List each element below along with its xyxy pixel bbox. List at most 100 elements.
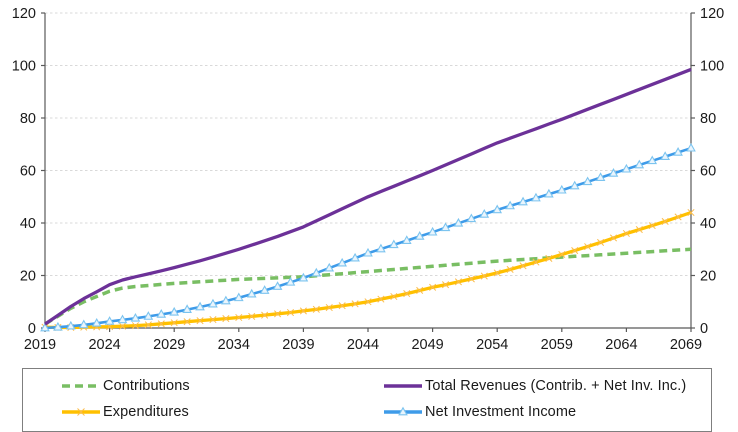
triangle-marker-net-investment-income [66,320,76,330]
x-tick-label: 2044 [347,337,379,353]
right-y-tick-label: 100 [700,59,724,75]
triangle-marker-net-investment-income [104,316,115,325]
x-marker-expenditures [441,281,450,289]
triangle-marker-net-investment-income [285,276,296,286]
x-marker-expenditures [648,222,656,230]
x-marker-expenditures [364,298,372,306]
left-y-tick-label: 0 [28,321,36,337]
triangle-marker-net-investment-income [595,172,606,181]
triangle-marker-net-investment-income [621,163,632,173]
triangle-marker-net-investment-income [298,272,309,282]
triangle-marker-net-investment-income [156,309,167,318]
x-marker-expenditures [157,320,165,328]
x-marker-expenditures [131,322,139,330]
triangle-marker-net-investment-income [91,317,102,327]
triangle-marker-net-investment-income [376,243,386,253]
triangle-marker-net-investment-income [363,247,373,257]
x-marker-expenditures [661,217,669,225]
legend-label-contributions: Contributions [103,378,190,394]
triangle-marker-net-investment-income [492,204,503,214]
x-marker-expenditures [144,321,152,329]
left-y-tick-label: 100 [12,59,36,75]
triangle-marker-net-investment-income [427,226,438,236]
x-tick-label: 2064 [605,337,637,353]
x-tick-label: 2039 [282,337,314,353]
triangle-marker-net-investment-income [40,322,50,332]
x-tick-label: 2059 [541,337,573,353]
triangle-marker-net-investment-income [130,312,141,322]
x-marker-expenditures [480,272,488,280]
net-investment-income-line-swatch [384,406,422,416]
x-marker-expenditures [609,234,618,242]
left-y-tick-label: 120 [12,6,36,22]
x-marker-expenditures [571,247,579,255]
triangle-marker-net-investment-income [143,311,154,320]
series-line-total-revenues-contrib-net-inv-inc [44,67,692,326]
legend-label-expenditures: Expenditures [103,404,189,420]
x-marker-expenditures [390,292,398,301]
triangle-marker-net-investment-income [259,285,270,294]
triangle-marker-net-investment-income [531,192,541,202]
x-marker-expenditures [635,226,643,234]
x-marker-expenditures [196,317,204,325]
x-marker-expenditures [493,269,501,277]
contributions-dashed-line-swatch [62,384,100,388]
triangle-marker-net-investment-income [647,155,658,165]
x-marker-expenditures [338,302,346,310]
triangle-marker-net-investment-income [246,288,257,298]
x-marker-expenditures [597,238,605,246]
x-marker-expenditures [248,312,256,321]
legend-label-net-investment-income: Net Investment Income [425,404,577,420]
x-marker-expenditures [429,283,437,291]
x-marker-expenditures [403,290,411,298]
triangle-marker-net-investment-income [686,142,696,152]
left-y-tick-label: 60 [20,164,36,180]
x-marker-expenditures [261,311,269,319]
x-marker-expenditures [183,318,191,326]
triangle-marker-net-investment-income [182,304,192,313]
x-marker-expenditures [170,319,178,327]
x-marker-expenditures [519,262,527,270]
left-y-tick-label: 40 [20,216,36,232]
x-tick-label: 2024 [88,337,120,353]
triangle-marker-net-investment-income [582,176,593,186]
x-tick-label: 2019 [24,337,56,353]
triangle-marker-net-investment-income [453,217,464,227]
triangle-marker-net-investment-income [414,231,425,240]
triangle-marker-net-investment-income [311,267,322,277]
x-marker-expenditures [312,305,320,313]
triangle-marker-net-investment-income [53,321,63,331]
triangle-marker-net-investment-income [169,306,180,316]
x-tick-label: 2049 [411,337,443,353]
x-marker-expenditures [351,300,359,308]
x-marker-expenditures [687,208,695,217]
triangle-marker-net-investment-income [505,200,515,210]
triangle-marker-net-investment-income [608,168,619,177]
triangle-marker-net-investment-income [117,314,128,324]
x-marker-expenditures [558,250,566,259]
line-chart-plot-area: 0 0 20 20 40 40 60 60 80 80 100 100 120 120 2019 2024 20… [12,6,724,353]
triangle-marker-net-investment-income [440,222,451,232]
x-marker-expenditures [532,258,540,266]
legend-label-total-revenues: Total Revenues (Contrib. + Net Inv. Inc.… [425,378,687,394]
total-revenues-line-swatch [384,384,422,388]
triangle-marker-net-investment-income [660,151,670,160]
series-line-contributions [44,247,692,326]
triangle-marker-net-investment-income [78,319,89,329]
x-marker-expenditures [622,229,630,238]
chart-legend: Contributions Expenditures Total Revenue… [22,368,712,432]
triangle-marker-net-investment-income [208,298,218,308]
x-marker-expenditures [286,308,295,317]
x-marker-expenditures [118,322,127,330]
x-tick-label: 2029 [153,337,185,353]
x-marker-expenditures [299,307,307,315]
triangle-marker-net-investment-income [324,262,335,272]
x-marker-expenditures [377,295,385,303]
x-marker-expenditures [416,286,424,295]
x-marker-expenditures [209,316,217,324]
triangle-marker-net-investment-income [233,292,244,302]
right-y-tick-label: 40 [700,216,716,232]
x-marker-expenditures [545,254,553,262]
expenditures-line-swatch [62,408,100,416]
x-marker-expenditures [235,313,243,322]
